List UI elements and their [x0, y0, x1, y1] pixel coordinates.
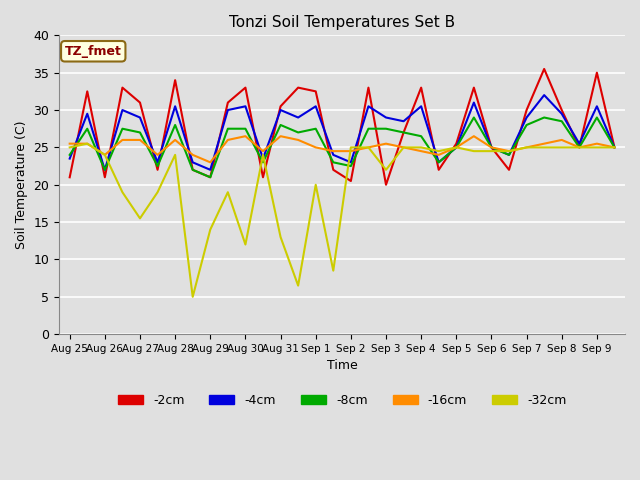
Y-axis label: Soil Temperature (C): Soil Temperature (C) [15, 120, 28, 249]
Text: TZ_fmet: TZ_fmet [65, 45, 122, 58]
Title: Tonzi Soil Temperatures Set B: Tonzi Soil Temperatures Set B [229, 15, 455, 30]
Legend: -2cm, -4cm, -8cm, -16cm, -32cm: -2cm, -4cm, -8cm, -16cm, -32cm [113, 389, 572, 411]
X-axis label: Time: Time [326, 360, 358, 372]
